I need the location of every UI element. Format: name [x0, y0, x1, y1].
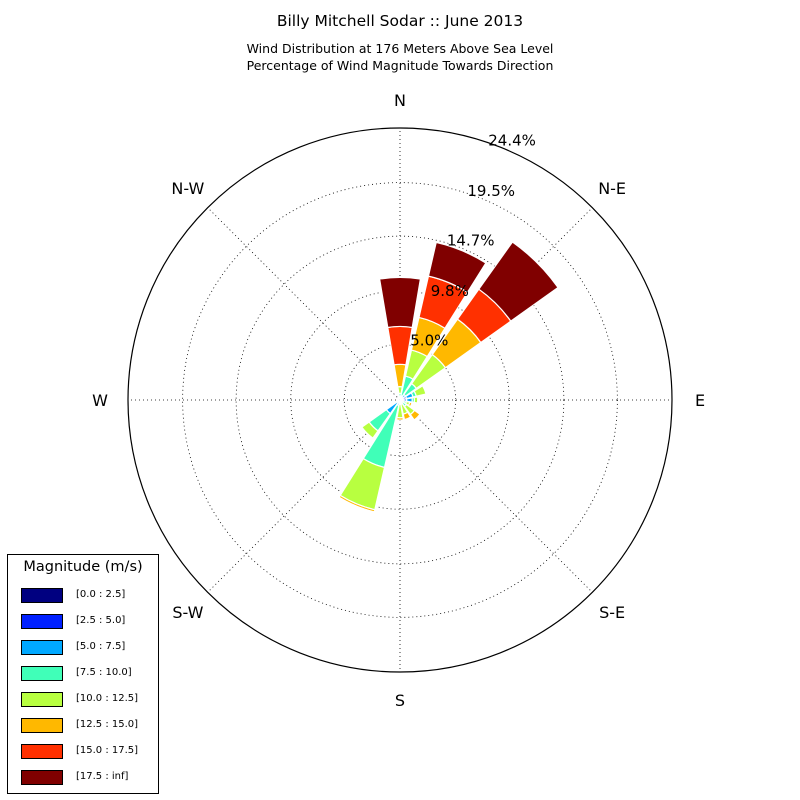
angular-gridline: [399, 399, 593, 593]
direction-label: N: [394, 91, 406, 110]
radial-tick-label: 14.7%: [447, 232, 495, 250]
legend-label: [5.0 : 7.5]: [76, 641, 126, 652]
legend-swatch: [21, 744, 63, 759]
radial-gridline: [235, 235, 565, 565]
polar-grid: [127, 127, 673, 673]
direction-label: S: [395, 691, 405, 710]
angular-gridline: [207, 399, 401, 593]
direction-label: E: [695, 391, 705, 410]
windrose-bar-segment: [395, 416, 405, 421]
radial-tick-label: 24.4%: [488, 132, 536, 150]
legend-label: [15.0 : 17.5]: [76, 745, 139, 756]
radial-gridline: [182, 182, 618, 618]
legend-swatch: [21, 718, 63, 733]
direction-label: N-E: [598, 179, 626, 198]
chart-title: Billy Mitchell Sodar :: June 2013: [276, 12, 524, 30]
radial-gridline: [290, 290, 510, 510]
legend-title: Magnitude (m/s): [23, 559, 143, 575]
legend-label: [12.5 : 15.0]: [76, 719, 139, 730]
legend-swatch: [21, 588, 63, 603]
windrose-bar-segment: [337, 496, 376, 514]
legend-swatch: [21, 640, 63, 655]
windrose-bar-segment: [387, 325, 413, 366]
windrose-bar-segment: [402, 411, 412, 421]
polar-labels: N N-E E S-E S S-W W N-W 5.0% 9.8% 14.7% 19.5% 24.4%: [92, 91, 705, 710]
radial-tick-label: 9.8%: [431, 282, 469, 300]
direction-label: S-W: [172, 603, 203, 622]
windrose-bar-segment: [378, 276, 422, 329]
legend-label: [17.5 : inf]: [76, 771, 129, 782]
radial-tick-label: 5.0%: [410, 332, 448, 350]
legend-label: [0.0 : 2.5]: [76, 589, 126, 600]
legend-label: [2.5 : 5.0]: [76, 615, 126, 626]
legend: Magnitude (m/s) [0.0 : 2.5] [2.5 : 5.0] [5…: [7, 554, 159, 794]
windrose-bar-segment: [478, 241, 559, 322]
legend-swatch: [21, 692, 63, 707]
windrose-bar-segment: [409, 409, 421, 421]
windrose-bar-segment: [361, 421, 379, 439]
legend-swatch: [21, 666, 63, 681]
windrose-bar-segment: [397, 399, 401, 403]
direction-label: S-E: [599, 603, 625, 622]
legend-swatch: [21, 770, 63, 785]
direction-label: N-W: [171, 179, 204, 198]
legend-label: [10.0 : 12.5]: [76, 693, 139, 704]
radial-tick-label: 19.5%: [467, 182, 515, 200]
polar-outer-circle: [127, 127, 673, 673]
legend-label: [7.5 : 10.0]: [76, 667, 132, 678]
angular-gridline: [207, 207, 401, 401]
windrose-bar-segment: [427, 241, 487, 294]
radial-gridline: [343, 343, 457, 457]
chart-subtitle-line-2: Percentage of Wind Magnitude Towards Dir…: [246, 58, 554, 73]
legend-swatch: [21, 614, 63, 629]
windrose-bar-segment: [423, 383, 431, 395]
chart-subtitle-line-1: Wind Distribution at 176 Meters Above Se…: [246, 41, 554, 56]
windrose-bar-segment: [407, 401, 413, 408]
windrose-bars: [337, 241, 559, 514]
windrose-bar-segment: [417, 395, 421, 405]
direction-label: W: [92, 391, 108, 410]
